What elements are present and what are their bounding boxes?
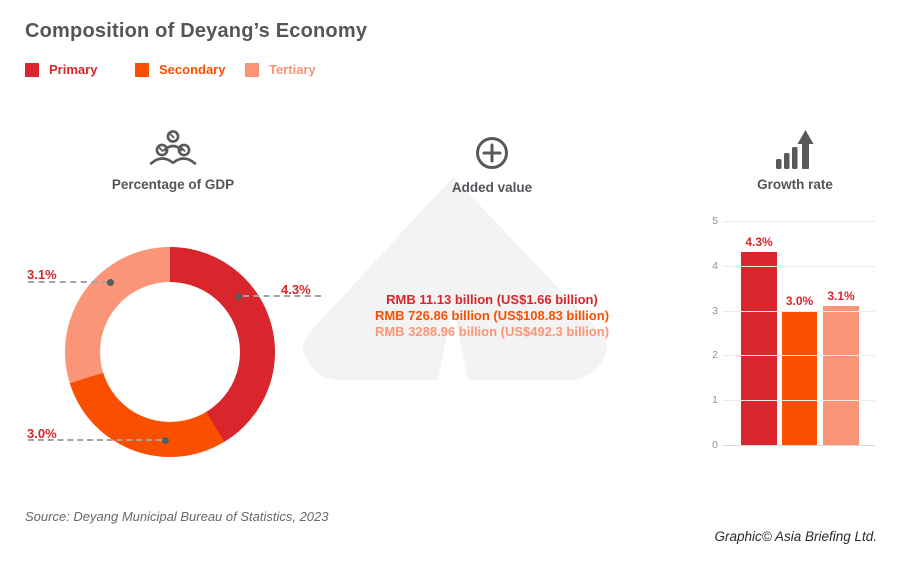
y-gridline	[723, 400, 875, 402]
legend-label-primary: Primary	[49, 62, 98, 77]
y-axis-tick-label: 3	[712, 304, 718, 317]
section-header-added-value: Added value	[392, 125, 592, 195]
legend-swatch-tertiary	[245, 62, 259, 77]
y-axis-tick-label: 2	[712, 349, 718, 362]
leader-dot-secondary	[162, 437, 169, 444]
people-group-icon	[73, 122, 273, 169]
bar-label-tertiary: 3.1%	[827, 289, 855, 304]
asia-briefing-mountain-watermark	[303, 177, 607, 380]
page-title: Composition of Deyang’s Economy	[25, 20, 368, 42]
growth-bar-primary: 4.3%	[741, 235, 777, 445]
donut-callout-secondary: 3.0%	[27, 426, 57, 441]
y-gridline	[723, 265, 875, 267]
legend-item-secondary: Secondary	[135, 62, 225, 77]
leader-dot-primary	[235, 293, 242, 300]
section-title-gdp: Percentage of GDP	[111, 177, 235, 192]
added-value-tertiary: RMB 3288.96 billion (US$492.3 billion)	[374, 324, 610, 339]
y-axis-tick-label: 1	[712, 394, 718, 407]
growth-bar-secondary: 3.0%	[782, 294, 817, 445]
y-gridline	[723, 221, 875, 222]
section-header-gdp: Percentage of GDP	[73, 122, 273, 192]
donut-hole	[100, 282, 240, 422]
y-gridline	[723, 355, 875, 357]
section-title-added-value: Added value	[451, 180, 533, 195]
y-gridline	[723, 445, 875, 446]
y-axis-tick-label: 4	[712, 259, 718, 272]
added-value-secondary: RMB 726.86 billion (US$108.83 billion)	[374, 308, 610, 323]
growth-bar-tertiary: 3.1%	[823, 289, 859, 445]
legend-label-secondary: Secondary	[159, 62, 226, 77]
donut-callout-tertiary: 3.1%	[27, 267, 57, 282]
leader-line-primary	[243, 295, 321, 297]
section-header-growth: Growth rate	[695, 122, 895, 192]
growth-bar-plot: 4.3% 3.0% 3.1% 0 1 2 3 4 5	[712, 215, 875, 451]
leader-line-secondary	[28, 439, 162, 441]
y-axis-tick-label: 5	[712, 215, 718, 227]
added-value-list: RMB 11.13 billion (US$1.66 billion) RMB …	[342, 292, 642, 340]
legend-label-tertiary: Tertiary	[269, 62, 316, 77]
legend-item-primary: Primary	[25, 62, 97, 77]
added-value-primary: RMB 11.13 billion (US$1.66 billion)	[386, 292, 598, 307]
bar-label-primary: 4.3%	[745, 235, 773, 250]
gdp-donut-chart	[65, 247, 275, 457]
legend-swatch-secondary	[135, 62, 149, 77]
bar-label-secondary: 3.0%	[785, 293, 814, 308]
y-gridline	[723, 310, 875, 312]
source-note: Source: Deyang Municipal Bureau of Stati…	[25, 509, 329, 524]
plus-circle-icon	[392, 125, 592, 172]
leader-dot-tertiary	[107, 279, 114, 286]
y-axis-tick-label: 0	[712, 439, 718, 451]
leader-line-tertiary	[28, 281, 108, 283]
legend-item-tertiary: Tertiary	[245, 62, 316, 77]
section-title-growth: Growth rate	[757, 177, 833, 192]
credit-note: Graphic© Asia Briefing Ltd.	[714, 529, 877, 544]
bar-chart-up-arrow-icon	[695, 122, 895, 169]
legend-swatch-primary	[25, 62, 39, 77]
donut-callout-primary: 4.3%	[281, 282, 311, 297]
